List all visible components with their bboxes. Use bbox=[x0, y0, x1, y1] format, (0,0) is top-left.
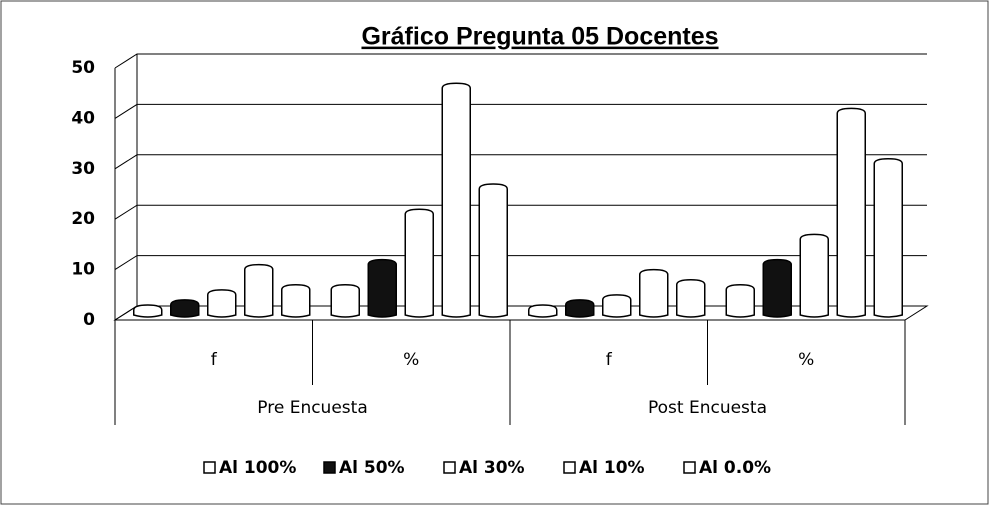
bar bbox=[762, 258, 792, 318]
group-label: Post Encuesta bbox=[648, 398, 767, 418]
y-tick-label: 10 bbox=[71, 260, 95, 280]
bar bbox=[441, 82, 471, 318]
bar bbox=[528, 304, 558, 318]
bar bbox=[873, 158, 903, 318]
x-tick-label: % bbox=[403, 350, 419, 370]
chart-title: Gráfico Pregunta 05 Docentes bbox=[361, 23, 718, 51]
y-tick-label: 30 bbox=[71, 159, 95, 179]
bar bbox=[836, 107, 866, 318]
legend-swatch bbox=[563, 461, 576, 474]
bar bbox=[133, 304, 163, 318]
legend-label: Al 100% bbox=[219, 458, 296, 478]
floor bbox=[113, 305, 929, 321]
bar bbox=[725, 284, 755, 318]
bar bbox=[799, 233, 829, 318]
legend-swatch bbox=[323, 461, 336, 474]
bar bbox=[478, 183, 508, 318]
legend-label: Al 50% bbox=[339, 458, 405, 478]
bar bbox=[207, 289, 237, 318]
y-tick-label: 0 bbox=[83, 310, 95, 330]
bar bbox=[676, 279, 706, 318]
x-tick-label: f bbox=[211, 350, 218, 370]
group-label: Pre Encuesta bbox=[257, 398, 367, 418]
y-tick-label: 40 bbox=[71, 108, 95, 128]
x-tick-label: % bbox=[798, 350, 814, 370]
bar bbox=[330, 284, 360, 318]
bar bbox=[602, 294, 632, 318]
bar bbox=[639, 268, 669, 318]
legend-label: Al 10% bbox=[579, 458, 645, 478]
legend-swatch bbox=[683, 461, 696, 474]
bar bbox=[404, 208, 434, 318]
legend-swatch bbox=[443, 461, 456, 474]
bar bbox=[281, 284, 311, 318]
legend-label: Al 30% bbox=[459, 458, 525, 478]
y-tick-label: 20 bbox=[71, 209, 95, 229]
bar bbox=[367, 258, 397, 318]
bar bbox=[565, 299, 595, 318]
x-tick-label: f bbox=[606, 350, 613, 370]
legend-label: Al 0.0% bbox=[699, 458, 771, 478]
bar bbox=[170, 299, 200, 318]
bar bbox=[244, 263, 274, 318]
y-tick-label: 50 bbox=[71, 58, 95, 78]
legend-swatch bbox=[203, 461, 216, 474]
